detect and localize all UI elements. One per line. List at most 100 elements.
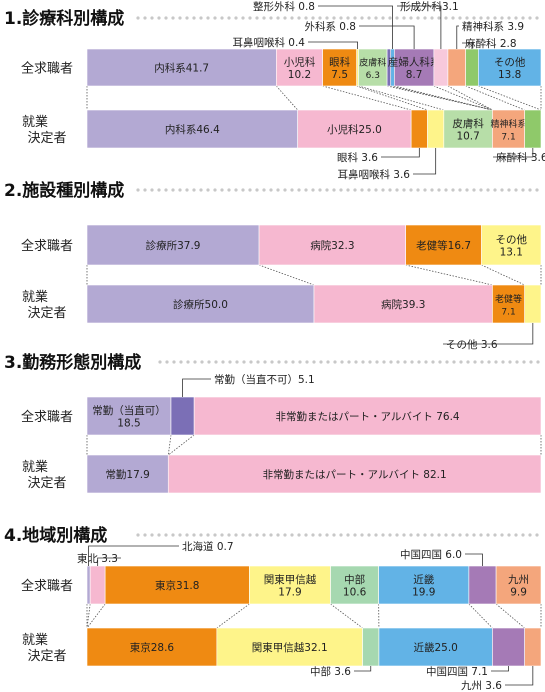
bar-segment xyxy=(405,224,482,266)
callout-leader xyxy=(456,25,459,49)
row-label-applicants: 全求職者 xyxy=(21,409,73,425)
title-dot xyxy=(206,16,210,20)
title-dot xyxy=(199,16,203,20)
title-dot xyxy=(150,188,154,192)
title-dot xyxy=(416,533,420,537)
row-label-placed: 就業 xyxy=(22,289,48,305)
title-dot xyxy=(374,188,378,192)
title-dot xyxy=(269,533,273,537)
title-dot xyxy=(262,533,266,537)
segment-label: 常勤（当直可） 18.5 xyxy=(92,404,166,430)
callout-leader xyxy=(491,666,509,672)
title-dot xyxy=(234,188,238,192)
title-dot xyxy=(318,188,322,192)
title-dot xyxy=(339,533,343,537)
segment-label: 近畿 19.9 xyxy=(412,573,435,599)
segment-label: 老健等16.7 xyxy=(416,239,471,252)
title-dot xyxy=(178,188,182,192)
callout-leader xyxy=(354,666,372,672)
title-dot xyxy=(445,360,449,364)
bar-segment xyxy=(481,224,542,266)
bar-segment xyxy=(433,48,449,87)
title-dot xyxy=(374,16,378,20)
title-dot xyxy=(283,533,287,537)
title-dot xyxy=(388,533,392,537)
bar-segment xyxy=(322,48,357,87)
bar-segment xyxy=(276,48,323,87)
title-dot xyxy=(242,360,246,364)
row-label-placed: 就業 xyxy=(22,114,48,130)
title-dot xyxy=(332,16,336,20)
title-dot xyxy=(171,16,175,20)
bar-segment xyxy=(468,565,497,605)
title-dot xyxy=(325,188,329,192)
title-dot xyxy=(451,16,455,20)
title-dot xyxy=(248,16,252,20)
title-dot xyxy=(444,16,448,20)
title-dot xyxy=(340,360,344,364)
title-dot xyxy=(416,16,420,20)
title-dot xyxy=(214,360,218,364)
title-dot xyxy=(192,16,196,20)
title-dot xyxy=(409,16,413,20)
title-dot xyxy=(514,16,518,20)
callout-leader xyxy=(462,42,473,49)
title-dot xyxy=(283,16,287,20)
title-dot xyxy=(459,360,463,364)
bar-segment xyxy=(86,48,277,87)
title-dot xyxy=(213,533,217,537)
title-dot xyxy=(228,360,232,364)
title-dot xyxy=(297,16,301,20)
title-dot xyxy=(536,360,540,364)
title-dot xyxy=(136,16,140,20)
segment-label: 東京28.6 xyxy=(130,641,175,654)
bar-segment xyxy=(524,627,542,667)
bar-segment xyxy=(89,565,106,605)
title-dot xyxy=(438,360,442,364)
callout-label: 常勤（当直不可）5.1 xyxy=(214,373,315,386)
title-dot xyxy=(255,16,259,20)
title-dot xyxy=(290,188,294,192)
title-dot xyxy=(269,16,273,20)
bar-segment xyxy=(394,48,435,87)
bar-segment xyxy=(104,565,250,605)
title-dot xyxy=(501,360,505,364)
title-dot xyxy=(262,188,266,192)
title-dot xyxy=(458,16,462,20)
title-dot xyxy=(367,533,371,537)
title-dot xyxy=(353,16,357,20)
title-dot xyxy=(318,533,322,537)
title-dot xyxy=(227,188,231,192)
segment-label: 東京31.8 xyxy=(155,579,199,592)
title-dot xyxy=(494,360,498,364)
title-dot xyxy=(472,533,476,537)
callout-label: 外科系 0.8 xyxy=(304,20,356,33)
title-dot xyxy=(437,16,441,20)
callout-label: その他 3.6 xyxy=(446,338,498,351)
title-dot xyxy=(409,188,413,192)
title-dot xyxy=(207,360,211,364)
title-dot xyxy=(311,188,315,192)
title-dot xyxy=(262,16,266,20)
callout-leader xyxy=(182,378,211,397)
title-dot xyxy=(528,16,532,20)
title-dot xyxy=(535,533,539,537)
title-dot xyxy=(298,360,302,364)
title-dot xyxy=(458,533,462,537)
title-dot xyxy=(479,188,483,192)
title-dot xyxy=(388,188,392,192)
segment-label: 内科系41.7 xyxy=(154,62,209,75)
callout-leader xyxy=(359,25,415,49)
title-dot xyxy=(409,533,413,537)
row-label-placed: 決定者 xyxy=(27,306,66,321)
title-dot xyxy=(528,533,532,537)
title-dot xyxy=(199,188,203,192)
bar-segment xyxy=(447,48,466,87)
title-dot xyxy=(423,533,427,537)
title-dot xyxy=(416,188,420,192)
title-dot xyxy=(458,188,462,192)
title-dot xyxy=(515,360,519,364)
title-dot xyxy=(353,533,357,537)
title-dot xyxy=(473,360,477,364)
title-dot xyxy=(157,16,161,20)
